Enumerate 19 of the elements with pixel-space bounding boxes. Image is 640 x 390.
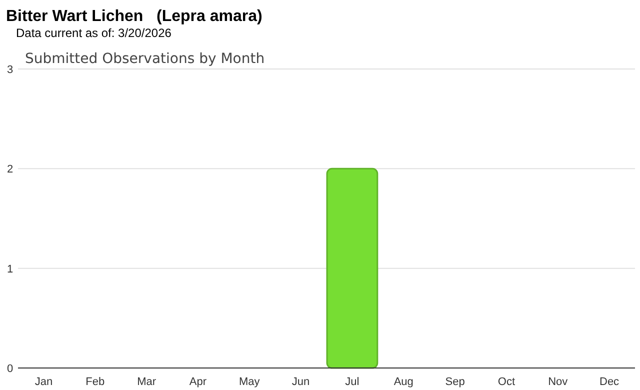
x-tick-label: Jun: [292, 376, 310, 388]
x-tick-label: Jan: [34, 376, 53, 388]
chart-title: Bitter Wart Lichen (Lepra amara): [6, 8, 262, 25]
y-tick-label: 2: [6, 164, 14, 176]
x-tick-label: Mar: [137, 376, 156, 388]
x-tick-label: Dec: [600, 376, 620, 388]
chart-subtitle: Data current as of: 3/20/2026: [16, 26, 172, 40]
x-tick-label: May: [238, 376, 260, 388]
x-tick-label: Apr: [189, 376, 207, 388]
y-tick-label: 0: [6, 363, 14, 375]
y-tick-label: 3: [6, 64, 14, 76]
x-tick-label: Jul: [345, 376, 360, 388]
x-tick-label: Nov: [548, 376, 568, 388]
x-tick-label: Feb: [86, 376, 105, 388]
text: Submitted Observations by Month: [25, 51, 265, 67]
x-tick-label: Aug: [394, 376, 414, 388]
y-tick-label: 1: [6, 263, 14, 276]
x-tick-label: Oct: [498, 376, 516, 388]
x-tick-label: Sep: [445, 376, 465, 388]
